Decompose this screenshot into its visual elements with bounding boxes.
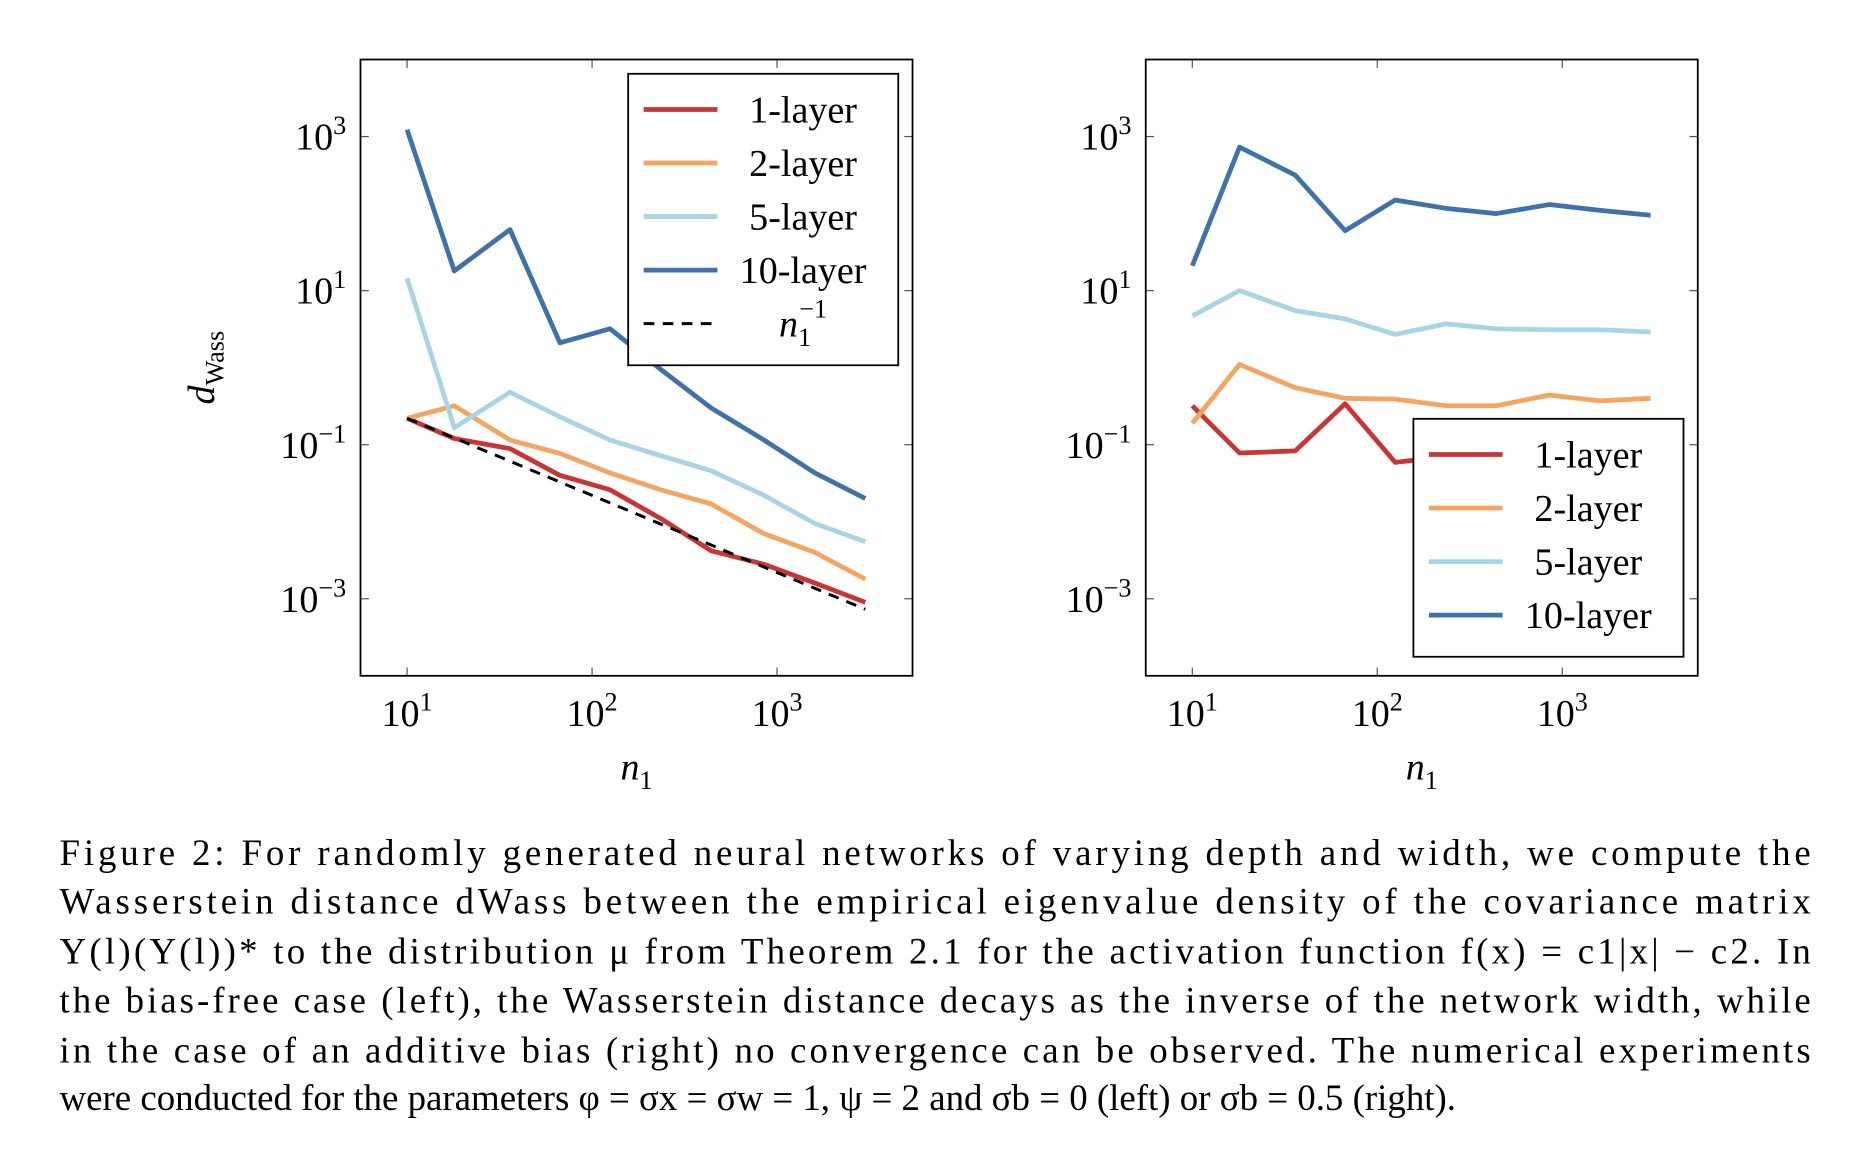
- x-tick-label: 103: [751, 687, 802, 734]
- legend-label: 5-layer: [1534, 542, 1642, 584]
- legend: 1-layer 2-layer 5-layer 10-layer: [1412, 417, 1685, 658]
- legend-name: 1-layer: [1534, 435, 1642, 477]
- tick-base: 10: [1066, 579, 1104, 621]
- x-tick-label: 101: [1167, 687, 1218, 734]
- plot-frame: [359, 58, 914, 677]
- chart: 101 102 10310−310−1101103n1dWass1-layer2-l…: [181, 58, 914, 795]
- label-sub: 1: [639, 766, 652, 795]
- y-tick-label: 10−3: [280, 573, 346, 620]
- y-tick-label: 101: [295, 265, 346, 312]
- tick-base: 10: [295, 271, 333, 313]
- series-line: [1191, 288, 1651, 337]
- x-tick-label: 102: [566, 687, 617, 734]
- legend-sup: −1: [799, 295, 827, 324]
- legend-name: 5-layer: [1534, 542, 1642, 584]
- caption-line: were conducted for the parameters φ = σx…: [59, 1077, 1456, 1119]
- legend-name: n: [779, 304, 798, 346]
- tick-base: 10: [295, 117, 333, 159]
- tick-exponent: 2: [1390, 687, 1403, 716]
- y-tick-label: 103: [1080, 111, 1131, 158]
- caption-line: Figure 2: For randomly generated neural …: [59, 832, 1810, 873]
- y-tick-label: 103: [295, 111, 346, 158]
- legend-name: 10-layer: [1525, 595, 1652, 637]
- tick-base: 10: [566, 693, 604, 735]
- y-tick-label: 10−1: [280, 419, 346, 466]
- label-sub: Wass: [201, 331, 230, 386]
- tick-base: 10: [382, 693, 420, 735]
- tick-base: 10: [280, 579, 318, 621]
- plot-frame: [1144, 58, 1699, 677]
- legend-name: 10-layer: [740, 250, 867, 292]
- x-axis-label: n1: [1406, 746, 1438, 795]
- tick-exponent: 3: [790, 687, 803, 716]
- y-tick-label: 10−3: [1066, 573, 1132, 620]
- plot-area: [1190, 144, 1651, 465]
- y-axis-label: dWass: [181, 331, 230, 405]
- legend-label: 10-layer: [740, 250, 867, 292]
- caption-line: Wasserstein distance dWass between the e…: [59, 881, 1810, 922]
- tick-exponent: 3: [333, 111, 346, 140]
- series-line: [406, 416, 867, 605]
- tick-base: 10: [751, 693, 789, 735]
- legend-label: 5-layer: [749, 197, 857, 239]
- tick-exponent: 1: [1118, 265, 1131, 294]
- series-line: [1190, 144, 1651, 267]
- label-main: n: [620, 746, 639, 788]
- label-main: d: [181, 384, 223, 404]
- y-tick-label: 101: [1080, 265, 1131, 312]
- caption-line: in the case of an additive bias (right) …: [59, 1029, 1810, 1071]
- tick-exponent: −1: [318, 419, 346, 448]
- chart: 101 102 10310−310−1101103n11-layer2-layer5…: [1066, 58, 1699, 795]
- tick-exponent: 1: [333, 265, 346, 294]
- tick-base: 10: [1066, 425, 1104, 467]
- tick-base: 10: [1167, 693, 1205, 735]
- legend-label: 1-layer: [749, 90, 857, 132]
- tick-base: 10: [1080, 271, 1118, 313]
- y-tick-label: 10−1: [1066, 419, 1132, 466]
- tick-base: 10: [1352, 693, 1390, 735]
- legend-label: 2-layer: [749, 143, 857, 185]
- tick-exponent: 2: [605, 687, 618, 716]
- tick-base: 10: [1080, 117, 1118, 159]
- series-line: [404, 277, 867, 544]
- legend-name: 1-layer: [749, 90, 857, 132]
- x-tick-label: 101: [382, 687, 433, 734]
- caption-line: the bias-free case (left), the Wasserste…: [59, 979, 1810, 1021]
- tick-exponent: 1: [1205, 687, 1218, 716]
- series-line: [406, 416, 866, 611]
- label-sub: 1: [1425, 766, 1438, 795]
- label-main: n: [1406, 746, 1425, 788]
- tick-exponent: −3: [318, 573, 346, 602]
- legend-name: 5-layer: [749, 197, 857, 239]
- series-line: [1190, 362, 1651, 425]
- legend-name: 2-layer: [749, 143, 857, 185]
- tick-exponent: −3: [1104, 573, 1132, 602]
- legend-box: [627, 72, 900, 367]
- legend-name: 2-layer: [1534, 488, 1642, 530]
- legend-sub: 1: [798, 323, 811, 352]
- tick-exponent: −1: [1104, 419, 1132, 448]
- caption-line: Y(l)(Y(l))* to the distribution μ from T…: [59, 931, 1810, 973]
- legend-label: 1-layer: [1534, 435, 1642, 477]
- tick-base: 10: [1537, 693, 1575, 735]
- tick-exponent: 1: [420, 687, 433, 716]
- legend-label: 2-layer: [1534, 488, 1642, 530]
- tick-exponent: 3: [1575, 687, 1588, 716]
- tick-base: 10: [280, 425, 318, 467]
- x-tick-label: 103: [1537, 687, 1588, 734]
- legend-label: n1−1: [779, 295, 827, 353]
- legend-label: 10-layer: [1525, 595, 1652, 637]
- x-tick-label: 102: [1352, 687, 1403, 734]
- series-line: [406, 403, 867, 582]
- x-axis-label: n1: [620, 746, 652, 795]
- tick-exponent: 3: [1118, 111, 1131, 140]
